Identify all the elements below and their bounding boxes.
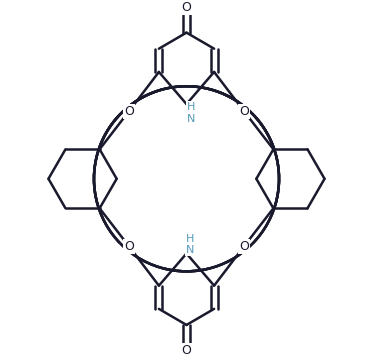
- Text: O: O: [124, 105, 134, 118]
- Text: O: O: [239, 240, 249, 253]
- Text: H
N: H N: [185, 234, 194, 255]
- Text: O: O: [182, 344, 191, 357]
- Text: O: O: [182, 1, 191, 14]
- Text: H
N: H N: [187, 102, 195, 124]
- Text: O: O: [124, 240, 134, 253]
- Text: O: O: [239, 105, 249, 118]
